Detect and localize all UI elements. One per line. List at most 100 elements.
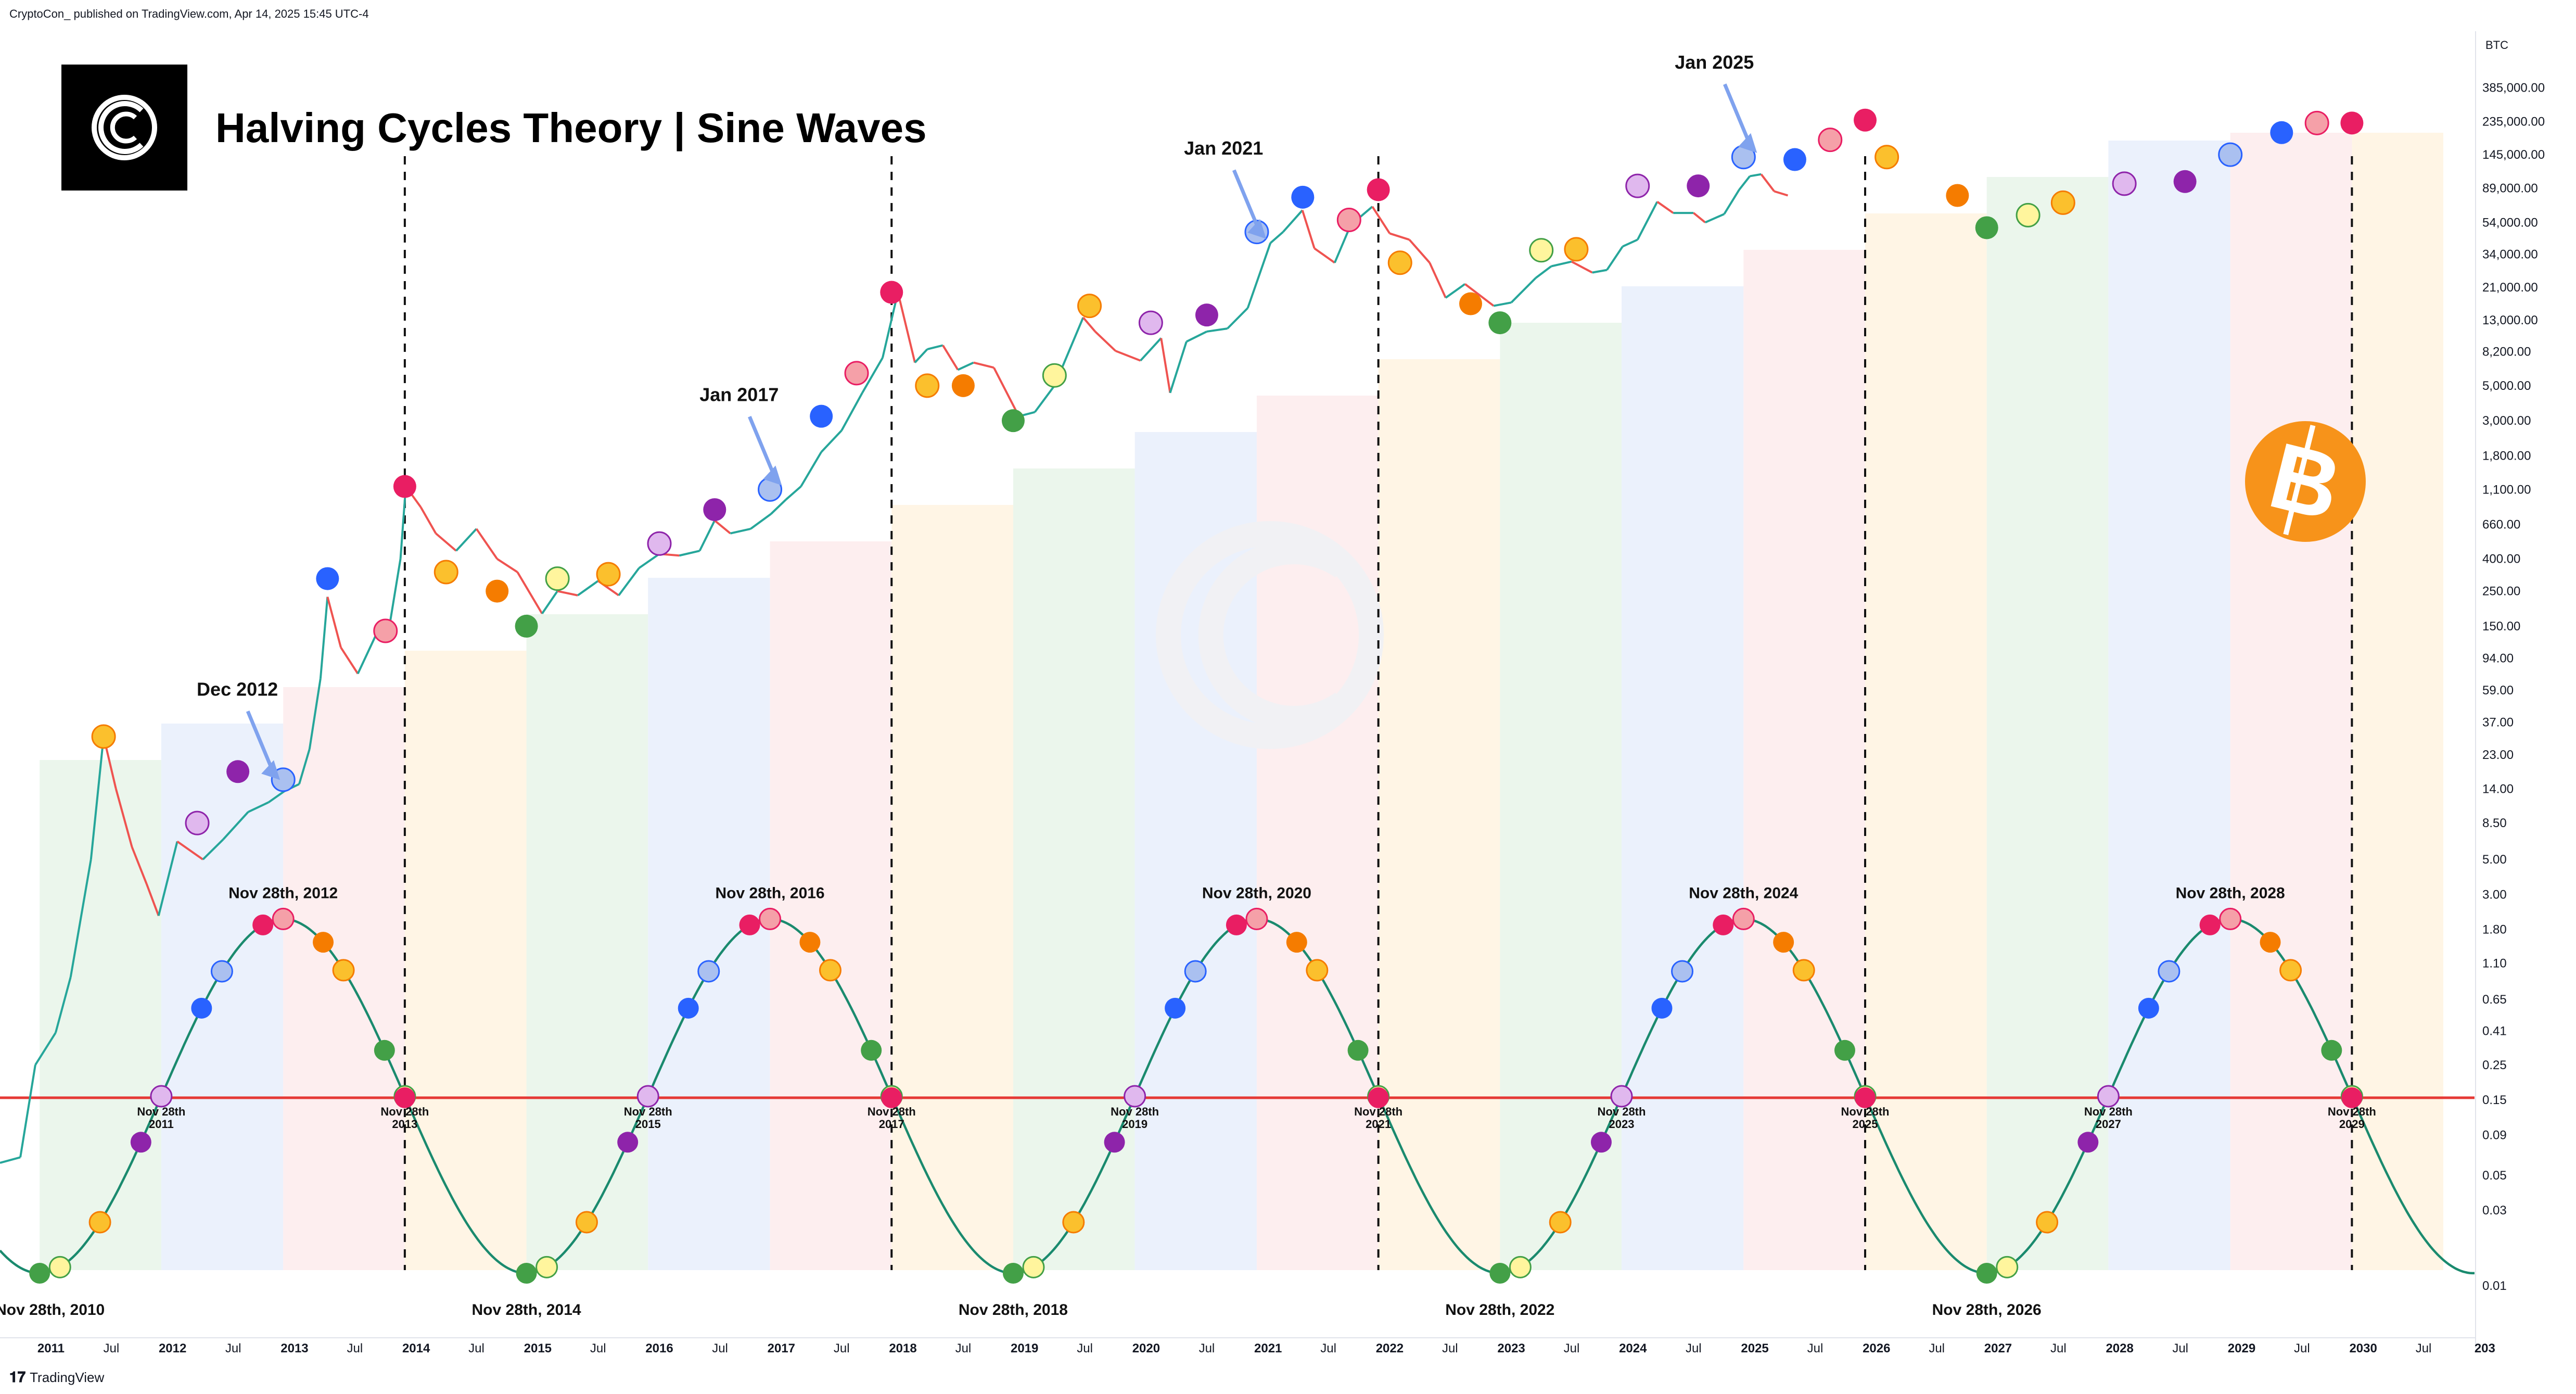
sine-dot: [1732, 907, 1755, 930]
crossing-label-line1: Nov 28th: [1354, 1105, 1402, 1118]
annotation-label: Dec 2012: [197, 678, 278, 700]
sine-dot: [617, 1132, 639, 1153]
crossing-label-line2: 2017: [879, 1118, 904, 1131]
sine-dot: [1509, 1256, 1532, 1278]
price-dot: [1001, 409, 1025, 433]
cycle-band-lower: [283, 1097, 405, 1270]
cycle-band-lower: [2108, 1097, 2230, 1270]
price-dot: [1687, 174, 1710, 198]
price-dot: [2173, 170, 2197, 193]
y-tick-label: 0.01: [2482, 1279, 2507, 1293]
price-segment: [202, 839, 224, 860]
price-segment: [1571, 260, 1593, 274]
cycle-band: [770, 541, 892, 1098]
price-segment: [1738, 175, 1751, 191]
price-segment: [1227, 307, 1249, 330]
y-tick-label: 145,000.00: [2482, 148, 2545, 162]
price-segment: [1082, 316, 1096, 333]
sine-dot: [1489, 1262, 1511, 1284]
sine-dot: [1347, 1040, 1369, 1061]
price-dot: [844, 361, 869, 386]
y-tick-label: 0.09: [2482, 1128, 2507, 1142]
price-segment: [1704, 213, 1725, 224]
x-tick-label: 2021: [1254, 1341, 1282, 1355]
y-tick-label: 1.10: [2482, 957, 2507, 971]
sine-dot: [1976, 1262, 1997, 1284]
x-tick-label: Jul: [347, 1341, 363, 1355]
price-segment: [1115, 350, 1141, 362]
x-tick-label: Jul: [1077, 1341, 1093, 1355]
price-segment: [267, 790, 285, 803]
x-tick-label: Jul: [834, 1341, 850, 1355]
sine-dot: [1104, 1132, 1125, 1153]
sine-dot: [1671, 960, 1694, 983]
price-segment: [326, 597, 342, 648]
y-tick-label: 385,000.00: [2482, 81, 2545, 95]
bitcoin-circle: [2245, 421, 2366, 542]
x-tick-label: 2019: [1011, 1341, 1038, 1355]
sine-dot: [1713, 914, 1734, 935]
cycle-band: [648, 578, 770, 1098]
annotation-label: Jan 2017: [699, 384, 779, 405]
cycle-band-lower: [1134, 1097, 1257, 1270]
x-tick-label: Jul: [1564, 1341, 1580, 1355]
tradingview-brand[interactable]: 𝟏𝟕 TradingView: [9, 1369, 104, 1386]
cycle-band: [283, 687, 405, 1098]
x-tick-label: 2017: [768, 1341, 795, 1355]
cycle-band: [891, 505, 1013, 1098]
price-segment: [248, 801, 269, 813]
price-segment: [1313, 247, 1335, 264]
price-segment: [1246, 243, 1272, 309]
price-dot: [1077, 294, 1102, 319]
x-tick-label: Jul: [2294, 1341, 2310, 1355]
price-dot: [1854, 108, 1877, 132]
sine-dot: [2097, 1085, 2120, 1108]
sine-dot: [1002, 1262, 1024, 1284]
sine-dots: [29, 907, 2363, 1284]
price-segment: [557, 590, 578, 597]
price-segment: [1445, 283, 1466, 299]
price-segment: [176, 840, 204, 860]
price-segment: [419, 506, 437, 534]
y-tick-label: 23.00: [2482, 748, 2514, 762]
sine-dot: [1062, 1211, 1085, 1234]
price-segment: [785, 486, 802, 501]
x-tick-label: Jul: [103, 1341, 119, 1355]
sine-crossing-dot: [1368, 1087, 1389, 1108]
x-tick-label: Jul: [1686, 1341, 1702, 1355]
price-segment: [1774, 190, 1789, 197]
cycle-band-lower: [526, 1097, 648, 1270]
price-segment: [1750, 173, 1762, 178]
x-tick-label: 2014: [402, 1341, 430, 1355]
price-segment: [750, 513, 772, 530]
publish-info: CryptoCon_ published on TradingView.com,…: [9, 7, 369, 20]
price-segment: [1606, 246, 1624, 271]
sine-crossing-dot: [1855, 1087, 1876, 1108]
cycle-band-lower: [40, 1097, 161, 1270]
price-dot: [2016, 202, 2041, 227]
cycle-band: [1013, 468, 1135, 1098]
x-tick-label: 2012: [159, 1341, 186, 1355]
currency-label: BTC: [2485, 39, 2508, 52]
price-dot: [1042, 363, 1067, 388]
price-dot: [486, 579, 509, 603]
x-tick-label: Jul: [225, 1341, 241, 1355]
price-segment: [308, 678, 322, 750]
y-tick-label: 235,000.00: [2482, 115, 2545, 129]
cycle-band-lower: [2352, 1097, 2443, 1270]
brand-label: TradingView: [30, 1370, 105, 1385]
cycle-bands: [40, 133, 2443, 1270]
price-segment: [800, 451, 822, 487]
cycle-band: [40, 760, 161, 1098]
price-segment: [298, 749, 311, 784]
price-dot: [1564, 237, 1589, 262]
cycle-dashed-lines: [403, 156, 2353, 1270]
price-segment: [356, 635, 377, 675]
sine-dot: [88, 1211, 111, 1234]
cycle-band-lower: [1500, 1097, 1622, 1270]
crossing-label-line2: 2015: [635, 1118, 661, 1131]
price-segment: [714, 519, 731, 535]
sine-dot: [29, 1262, 50, 1284]
x-axis: 2011 Jul 2012 Jul 2013 Jul 2014 Jul 2015 Jul 2016 J…: [0, 1337, 2495, 1355]
